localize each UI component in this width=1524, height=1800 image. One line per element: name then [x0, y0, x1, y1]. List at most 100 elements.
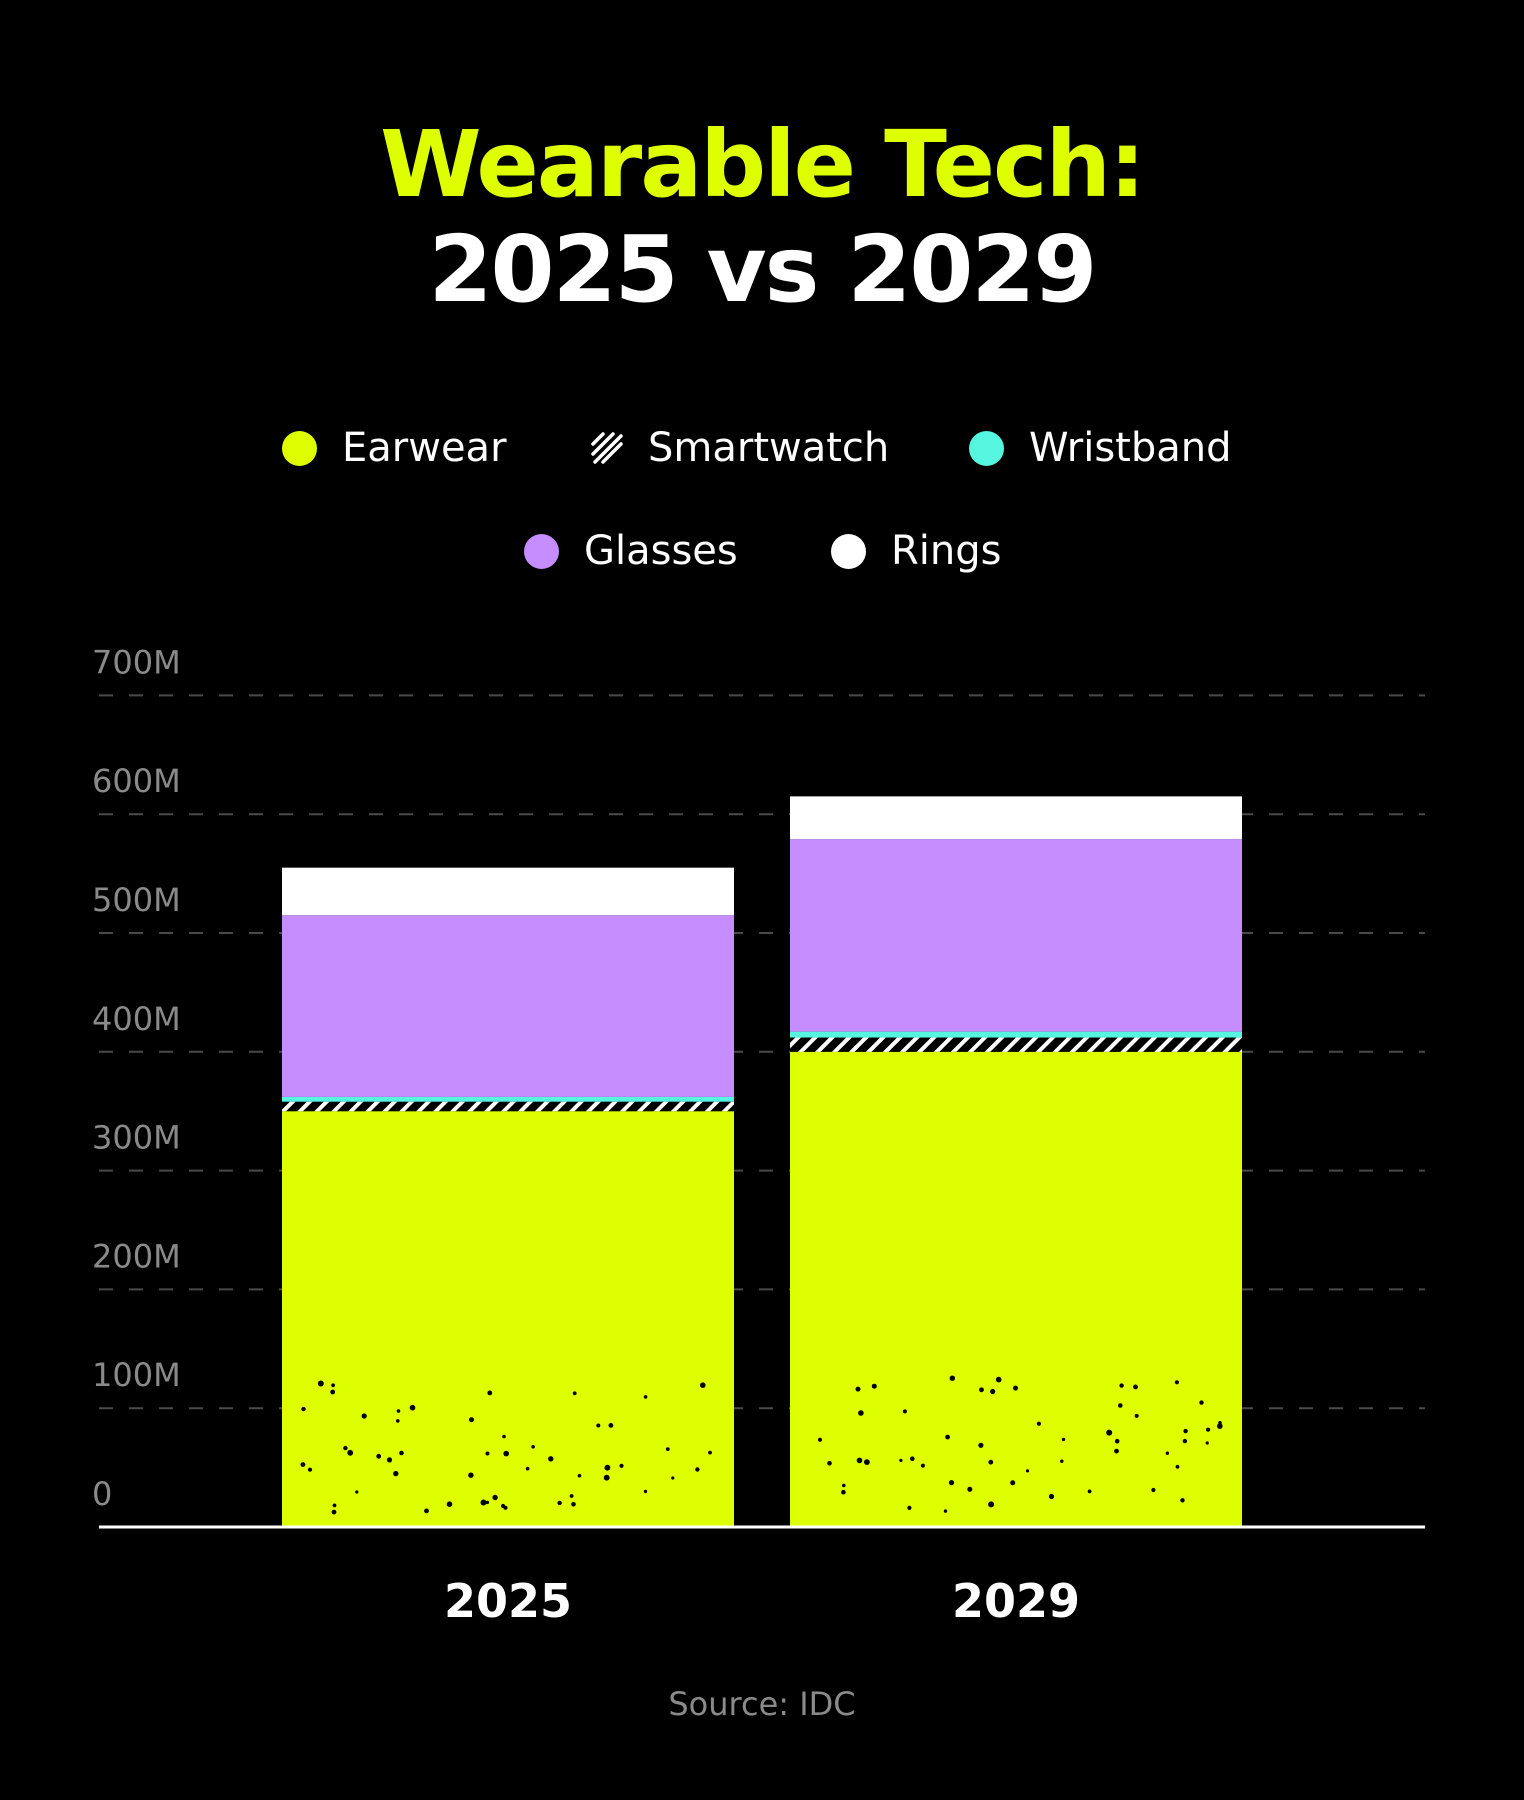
bar-segment-glasses-2025: [282, 915, 734, 1097]
texture-dot: [343, 1445, 348, 1451]
texture-dot: [864, 1459, 870, 1465]
texture-dot: [307, 1467, 313, 1472]
texture-dot: [502, 1434, 506, 1439]
texture-dot: [525, 1466, 530, 1471]
texture-dot: [480, 1499, 487, 1506]
texture-dot: [988, 1501, 995, 1508]
texture-dot: [332, 1503, 337, 1508]
source-note: Source: IDC: [668, 1685, 856, 1723]
x-axis-tick-labels: 2025 2029: [444, 1574, 1080, 1628]
texture-dot: [386, 1457, 393, 1463]
texture-dot: [330, 1389, 336, 1395]
texture-dot: [485, 1500, 490, 1505]
texture-dot: [910, 1456, 915, 1461]
texture-dot: [855, 1386, 861, 1392]
bars: [282, 796, 1242, 1527]
texture-dot: [945, 1434, 950, 1440]
texture-dot: [492, 1494, 498, 1501]
texture-dot: [1165, 1451, 1170, 1455]
texture-dot: [608, 1423, 614, 1428]
legend-label-glasses: Glasses: [584, 528, 738, 574]
bar-segment-earwear-2025: [282, 1111, 734, 1527]
texture-dot: [1087, 1489, 1092, 1494]
texture-dot: [1182, 1438, 1188, 1444]
texture-dot: [487, 1390, 493, 1396]
y-tick-label: 0: [92, 1475, 112, 1513]
texture-dot: [572, 1391, 577, 1396]
texture-dot: [531, 1445, 535, 1449]
legend-dot-earwear: [282, 430, 317, 466]
texture-dot: [990, 1388, 996, 1395]
y-tick-label: 100M: [92, 1356, 181, 1394]
texture-dot: [708, 1450, 712, 1455]
bar-segment-smartwatch-2029: [790, 1037, 1242, 1052]
bar-segment-wristband-2025: [282, 1096, 734, 1102]
texture-dot: [596, 1423, 601, 1428]
texture-dot: [603, 1474, 610, 1481]
texture-dot: [665, 1447, 670, 1451]
texture-dot: [1199, 1400, 1204, 1405]
y-tick-label: 700M: [92, 643, 181, 681]
texture-dot: [501, 1503, 506, 1509]
texture-dot: [818, 1437, 822, 1442]
texture-dot: [571, 1502, 576, 1507]
texture-dot: [842, 1483, 846, 1488]
x-tick-label-2029: 2029: [952, 1574, 1080, 1628]
texture-dot: [468, 1472, 474, 1478]
texture-dot: [396, 1419, 400, 1423]
legend-item-earwear: Earwear: [282, 423, 507, 473]
legend-dot-rings: [831, 533, 866, 569]
bar-segment-earwear-2029: [790, 1051, 1242, 1527]
legend-label-earwear: Earwear: [342, 425, 507, 471]
texture-dot: [978, 1442, 984, 1448]
texture-dot: [347, 1449, 354, 1456]
texture-dot: [577, 1473, 582, 1478]
texture-dot: [1151, 1487, 1156, 1493]
texture-dot: [907, 1505, 912, 1510]
texture-dot: [1114, 1448, 1119, 1454]
texture-dot: [700, 1382, 706, 1388]
texture-dot: [1174, 1380, 1179, 1385]
texture-dot: [396, 1409, 401, 1413]
legend-dot-glasses: [524, 533, 559, 569]
texture-dot: [948, 1480, 955, 1486]
legend-label-smartwatch: Smartwatch: [648, 425, 890, 471]
texture-dot: [995, 1376, 1002, 1383]
texture-dot: [317, 1380, 324, 1387]
texture-dot: [1218, 1421, 1222, 1425]
texture-dot: [1013, 1385, 1018, 1391]
texture-dot: [469, 1417, 474, 1423]
texture-dot: [827, 1461, 832, 1466]
bar-segment-smartwatch-2025: [282, 1101, 734, 1112]
texture-dot: [331, 1509, 337, 1515]
y-tick-label: 500M: [92, 881, 181, 919]
texture-dot: [569, 1494, 574, 1498]
texture-dot: [1119, 1383, 1124, 1388]
legend-label-wristband: Wristband: [1029, 425, 1232, 471]
texture-dot: [949, 1375, 955, 1381]
texture-dot: [671, 1476, 675, 1480]
texture-dot: [1061, 1437, 1066, 1442]
texture-dot: [604, 1464, 611, 1471]
texture-dot: [1114, 1438, 1120, 1444]
texture-dot: [841, 1489, 846, 1495]
texture-dot: [1206, 1427, 1211, 1432]
texture-dot: [300, 1462, 306, 1467]
texture-dot: [424, 1508, 429, 1514]
x-tick-label-2025: 2025: [444, 1574, 572, 1628]
texture-dot: [1010, 1480, 1016, 1486]
bar-segment-glasses-2029: [790, 839, 1242, 1032]
texture-dot: [920, 1463, 925, 1468]
texture-dot: [1118, 1403, 1123, 1408]
chart-title-line2: 2025 vs 2029: [428, 216, 1098, 323]
texture-dot: [1183, 1428, 1188, 1434]
texture-dot: [1180, 1498, 1185, 1503]
texture-dot: [871, 1383, 877, 1389]
bar-segment-rings-2029: [790, 796, 1242, 840]
texture-dot: [301, 1406, 306, 1412]
texture-dot: [393, 1470, 399, 1477]
bar-segment-rings-2025: [282, 867, 734, 916]
y-tick-label: 600M: [92, 762, 181, 800]
texture-dot: [399, 1450, 404, 1456]
texture-dot: [1025, 1469, 1030, 1473]
